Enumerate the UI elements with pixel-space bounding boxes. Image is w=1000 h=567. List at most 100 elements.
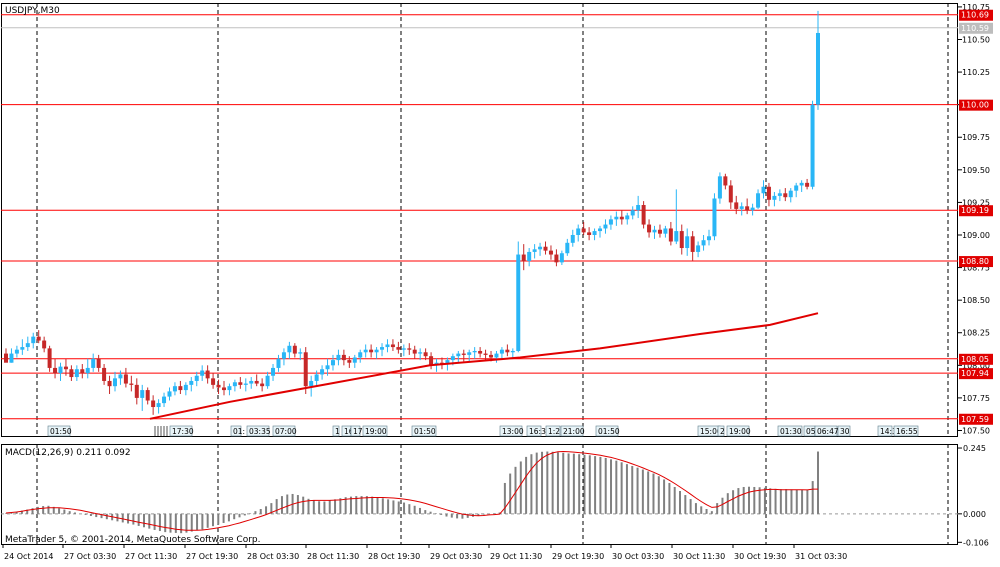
current-price-tag bbox=[959, 22, 993, 34]
event-label: 06:47 bbox=[817, 427, 839, 436]
candle-body bbox=[461, 353, 466, 355]
candle-body bbox=[766, 186, 771, 200]
event-label: 1 bbox=[335, 427, 340, 436]
candle-body bbox=[36, 336, 41, 341]
candle-body bbox=[712, 198, 717, 237]
candle-body bbox=[221, 387, 226, 391]
candle-body bbox=[538, 246, 543, 250]
event-label: 19:00 bbox=[365, 427, 387, 436]
price-tick-label: 108.25 bbox=[962, 329, 990, 338]
event-marker[interactable] bbox=[246, 425, 270, 437]
event-marker[interactable] bbox=[499, 425, 523, 437]
candle-body bbox=[750, 207, 755, 211]
event-marker[interactable] bbox=[272, 425, 296, 437]
candle-body bbox=[74, 369, 79, 378]
event-marker[interactable] bbox=[47, 425, 71, 437]
candle-body bbox=[156, 403, 161, 408]
event-marker[interactable] bbox=[595, 425, 619, 437]
event-marker[interactable] bbox=[877, 425, 893, 437]
candle-body bbox=[243, 383, 248, 385]
candle-body bbox=[265, 375, 270, 387]
event-marker[interactable] bbox=[411, 425, 437, 437]
event-marker[interactable] bbox=[837, 425, 851, 437]
event-label: 30 bbox=[840, 427, 850, 436]
price-tick-label: 108.00 bbox=[962, 361, 990, 370]
event-label: 03:35 bbox=[249, 427, 271, 436]
event-marker[interactable] bbox=[526, 425, 542, 437]
candle-body bbox=[701, 240, 706, 246]
time-tick-label: 30 Oct 11:30 bbox=[673, 552, 725, 561]
candle-body bbox=[429, 356, 434, 366]
event-marker[interactable] bbox=[717, 425, 725, 437]
event-label: 17 bbox=[353, 427, 363, 436]
event-label: 16 bbox=[344, 427, 354, 436]
event-label: 05 bbox=[806, 427, 816, 436]
candle-body bbox=[554, 254, 559, 263]
candle-body bbox=[527, 251, 532, 262]
price-level-tag bbox=[959, 353, 993, 365]
candle-body bbox=[162, 396, 167, 404]
event-marker[interactable] bbox=[777, 425, 803, 437]
candle-body bbox=[499, 349, 504, 354]
event-marker[interactable] bbox=[726, 425, 750, 437]
candle-body bbox=[516, 254, 521, 351]
candle-body bbox=[788, 190, 793, 198]
candle-body bbox=[418, 352, 423, 354]
candle-body bbox=[63, 366, 68, 370]
event-marker[interactable] bbox=[814, 425, 838, 437]
event-marker[interactable] bbox=[893, 425, 919, 437]
candle-body bbox=[336, 354, 341, 361]
event-label: 07:00 bbox=[275, 427, 297, 436]
event-marker[interactable] bbox=[350, 425, 361, 437]
candle-body bbox=[521, 254, 526, 262]
event-marker[interactable] bbox=[332, 425, 340, 437]
candle-body bbox=[211, 378, 216, 385]
time-axis: 24 Oct 2014 27 Oct 03:30 27 Oct 11:30 27 Oc… bbox=[2, 545, 847, 561]
candle-body bbox=[151, 400, 156, 408]
price-tick-label: 108.50 bbox=[962, 296, 990, 305]
price-pane[interactable]: 110.75 110.50 110.25 110.00 109.75 109.50 109.… bbox=[1, 3, 993, 437]
candle-body bbox=[276, 358, 281, 368]
candle-body bbox=[194, 375, 199, 381]
candle-body bbox=[745, 206, 750, 211]
candle-body bbox=[777, 193, 782, 196]
event-marker[interactable] bbox=[545, 425, 561, 437]
price-level-label: 110.69 bbox=[961, 11, 989, 20]
candle-body bbox=[478, 350, 483, 354]
candle-body bbox=[91, 358, 96, 368]
candle-body bbox=[330, 360, 335, 366]
candle-body bbox=[102, 367, 107, 381]
candle-body bbox=[483, 353, 488, 355]
price-level-tag bbox=[959, 368, 993, 380]
event-marker[interactable] bbox=[230, 425, 242, 437]
price-tick-label: 110.50 bbox=[962, 35, 990, 44]
candle-body bbox=[107, 380, 112, 387]
candle-body bbox=[112, 378, 117, 387]
candle-body bbox=[129, 383, 134, 385]
candle-body bbox=[172, 386, 177, 392]
candle-body bbox=[347, 360, 352, 363]
candle-body bbox=[739, 206, 744, 209]
event-marker[interactable] bbox=[560, 425, 584, 437]
price-tick-label: 110.25 bbox=[962, 68, 990, 77]
candle-body bbox=[145, 390, 150, 401]
candle-body bbox=[216, 384, 221, 388]
price-tick-label: 107.50 bbox=[962, 426, 990, 435]
candle-body bbox=[423, 352, 428, 357]
macd-pane[interactable]: 0.245 0.000 -0.106 bbox=[1, 444, 989, 547]
price-level-tag bbox=[959, 99, 993, 111]
candle-body bbox=[783, 193, 788, 198]
macd-tick-label: 0.000 bbox=[963, 510, 986, 519]
moving-average-line bbox=[149, 312, 819, 420]
candle-body bbox=[167, 391, 172, 397]
candle-body bbox=[254, 380, 259, 384]
candle-body bbox=[707, 236, 712, 241]
price-tick-label: 109.25 bbox=[962, 198, 990, 207]
event-marker[interactable] bbox=[362, 425, 388, 437]
price-level-label: 108.80 bbox=[961, 257, 989, 266]
event-marker[interactable] bbox=[169, 425, 193, 437]
time-tick-label: 27 Oct 03:30 bbox=[64, 552, 116, 561]
candle-body bbox=[85, 367, 90, 374]
time-tick-label: 28 Oct 03:30 bbox=[247, 552, 299, 561]
